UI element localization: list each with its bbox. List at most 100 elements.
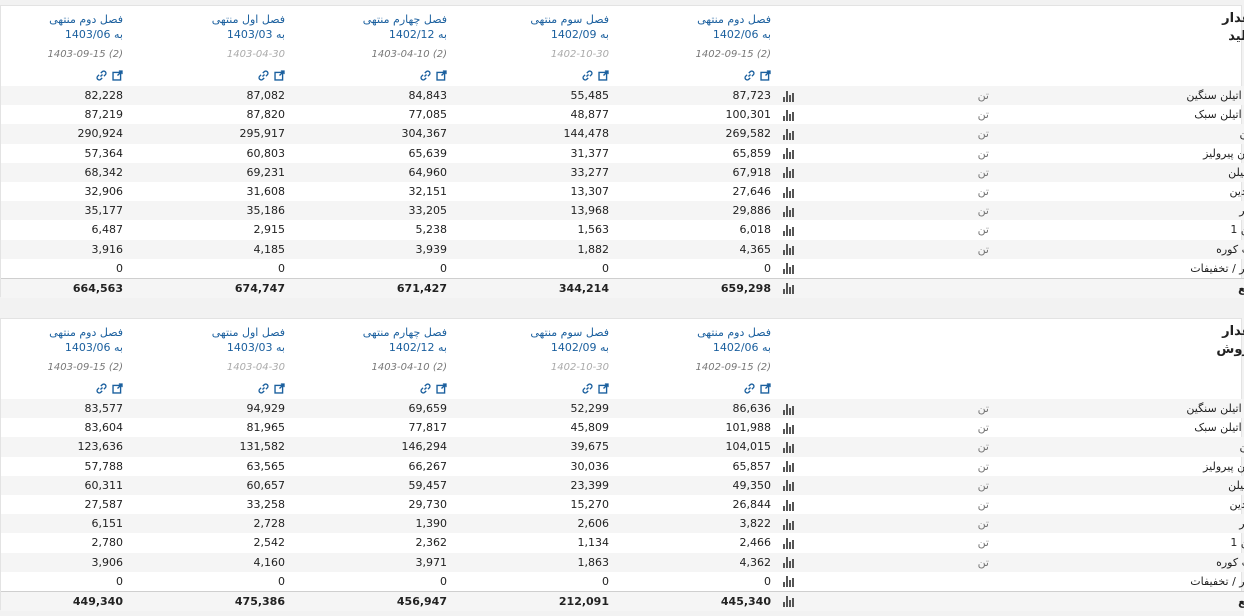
period-title[interactable]: فصل چهارم منتهی <box>362 13 447 26</box>
cell-value: 304,367 <box>325 124 455 144</box>
period-title[interactable]: فصل سوم منتهی <box>530 326 609 339</box>
period-header[interactable]: فصل دوم منتهی به 1402/06 1402-09-15 (2) <box>649 319 779 381</box>
period-title[interactable]: فصل دوم منتهی <box>49 326 123 339</box>
period-title[interactable]: فصل دوم منتهی <box>697 326 771 339</box>
row-label: بوتادین <box>1229 498 1244 512</box>
bar-chart-icon[interactable] <box>779 144 807 163</box>
period-end[interactable]: به 1402/09 <box>550 341 609 354</box>
cell-value: 55,485 <box>487 86 617 106</box>
link-icon[interactable] <box>258 383 269 397</box>
link-icon[interactable] <box>744 70 755 84</box>
period-end[interactable]: به 1402/12 <box>388 341 447 354</box>
cell-value: 84,843 <box>325 86 455 106</box>
period-header[interactable]: فصل اول منتهی به 1403/03 1403-04-30 <box>163 319 293 381</box>
total-value: 664,563 <box>1 277 131 299</box>
external-link-icon[interactable] <box>598 70 609 84</box>
period-header[interactable]: فصل دوم منتهی به 1403/06 1403-09-15 (2) <box>1 6 131 68</box>
link-icon[interactable] <box>420 383 431 397</box>
period-title[interactable]: فصل اول منتهی <box>211 13 285 26</box>
link-icon[interactable] <box>582 70 593 84</box>
bar-chart-icon[interactable] <box>779 86 807 106</box>
period-end[interactable]: به 1402/06 <box>712 28 771 41</box>
bar-chart-icon[interactable] <box>779 239 807 259</box>
cell-value: 295,917 <box>163 124 293 144</box>
cell-value: 60,657 <box>163 475 293 495</box>
bar-chart-icon[interactable] <box>779 590 807 612</box>
external-link-icon[interactable] <box>274 383 285 397</box>
unit-label <box>807 259 1003 279</box>
bar-chart-icon[interactable] <box>779 259 807 279</box>
bar-chart-icon[interactable] <box>779 514 807 534</box>
cell-value: 4,365 <box>649 239 779 259</box>
bar-chart-icon[interactable] <box>779 533 807 552</box>
period-end[interactable]: به 1403/03 <box>226 28 285 41</box>
period-header[interactable]: فصل اول منتهی به 1403/03 1403-04-30 <box>163 6 293 68</box>
unit-label <box>807 572 1003 592</box>
period-header[interactable]: فصل سوم منتهی به 1402/09 1402-10-30 <box>487 6 617 68</box>
bar-chart-icon[interactable] <box>779 182 807 201</box>
external-link-icon[interactable] <box>760 70 771 84</box>
period-header[interactable]: فصل دوم منتهی به 1402/06 1402-09-15 (2) <box>649 6 779 68</box>
bar-chart-icon[interactable] <box>779 475 807 495</box>
bar-chart-icon[interactable] <box>779 277 807 299</box>
cell-value: 63,565 <box>246 459 286 473</box>
table-row: 60,311 60,657 59,457 23,399 49,350 تنپروپیلن <box>1 475 1244 495</box>
bar-chart-icon[interactable] <box>779 220 807 239</box>
period-end[interactable]: به 1402/09 <box>550 28 609 41</box>
period-end[interactable]: به 1402/06 <box>712 341 771 354</box>
publish-date: 1402-09-15 (2) <box>695 49 771 60</box>
bar-chart-icon[interactable] <box>779 495 807 514</box>
link-icon[interactable] <box>744 383 755 397</box>
external-link-icon[interactable] <box>112 70 123 84</box>
row-label: پلی اتیلن سبک <box>1194 108 1244 122</box>
period-end[interactable]: به 1402/12 <box>388 28 447 41</box>
period-title[interactable]: فصل دوم منتهی <box>697 13 771 26</box>
row-label: بنزین پیرولیز <box>1203 146 1244 160</box>
period-header[interactable]: فصل چهارم منتهی به 1402/12 1403-04-10 (2) <box>325 319 455 381</box>
period-end[interactable]: به 1403/03 <box>226 341 285 354</box>
row-label: پلی اتیلن سبک <box>1194 421 1244 435</box>
row-label: بوتن 1 <box>1230 223 1244 237</box>
bar-chart-icon[interactable] <box>779 457 807 476</box>
external-link-icon[interactable] <box>274 70 285 84</box>
cell-value: 69,231 <box>163 162 293 182</box>
table-row: 35,177 35,186 33,205 13,968 29,886 تنسایر <box>1 201 1244 221</box>
external-link-icon[interactable] <box>436 70 447 84</box>
bar-chart-icon[interactable] <box>779 399 807 419</box>
bar-chart-icon[interactable] <box>779 418 807 437</box>
bar-chart-icon[interactable] <box>779 201 807 221</box>
cell-value: 2,362 <box>415 536 448 550</box>
publish-date: 1402-10-30 <box>550 362 609 373</box>
total-value: 475,386 <box>163 590 293 612</box>
row-label: پلی اتیلن سنگین <box>1003 86 1244 106</box>
cell-value: 3,906 <box>1 552 131 572</box>
period-end[interactable]: به 1403/06 <box>64 341 123 354</box>
link-icon[interactable] <box>258 70 269 84</box>
period-header[interactable]: فصل چهارم منتهی به 1402/12 1403-04-10 (2) <box>325 6 455 68</box>
bar-chart-icon[interactable] <box>779 572 807 592</box>
unit-label: تن <box>807 475 1003 495</box>
period-header[interactable]: فصل سوم منتهی به 1402/09 1402-10-30 <box>487 319 617 381</box>
cell-value: 144,478 <box>487 124 617 144</box>
period-title[interactable]: فصل اول منتهی <box>211 326 285 339</box>
period-header[interactable]: فصل دوم منتهی به 1403/06 1403-09-15 (2) <box>1 319 131 381</box>
bar-chart-icon[interactable] <box>779 552 807 572</box>
cell-value: 3,971 <box>325 552 455 572</box>
external-link-icon[interactable] <box>112 383 123 397</box>
external-link-icon[interactable] <box>760 383 771 397</box>
external-link-icon[interactable] <box>436 383 447 397</box>
link-icon[interactable] <box>96 70 107 84</box>
period-end[interactable]: به 1403/06 <box>64 28 123 41</box>
period-title[interactable]: فصل دوم منتهی <box>49 13 123 26</box>
link-icon[interactable] <box>420 70 431 84</box>
link-icon[interactable] <box>582 383 593 397</box>
cell-value: 65,639 <box>408 146 448 160</box>
bar-chart-icon[interactable] <box>779 105 807 124</box>
bar-chart-icon[interactable] <box>779 162 807 182</box>
period-title[interactable]: فصل سوم منتهی <box>530 13 609 26</box>
external-link-icon[interactable] <box>598 383 609 397</box>
period-title[interactable]: فصل چهارم منتهی <box>362 326 447 339</box>
link-icon[interactable] <box>96 383 107 397</box>
bar-chart-icon[interactable] <box>779 437 807 457</box>
bar-chart-icon[interactable] <box>779 124 807 144</box>
